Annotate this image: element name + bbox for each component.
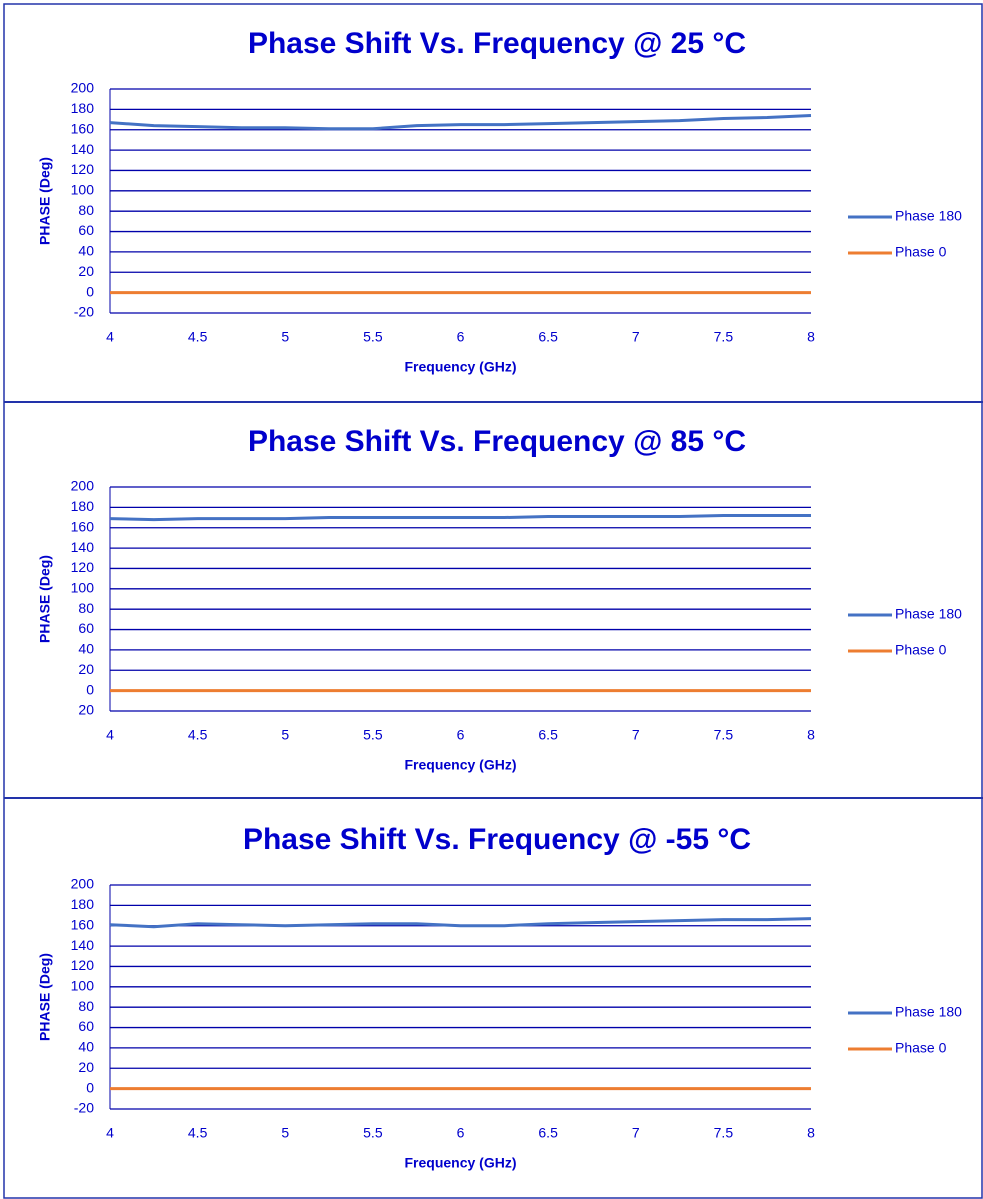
y-tick-label: 60 [78, 620, 94, 636]
x-tick-label: 7 [632, 727, 640, 743]
y-tick-label: -20 [74, 1100, 94, 1116]
series-line [109, 917, 812, 929]
legend-label: Phase 0 [895, 642, 947, 658]
y-tick-label: 160 [71, 120, 95, 136]
y-tick-label: 60 [78, 1018, 94, 1034]
y-tick-label: 140 [71, 539, 95, 555]
x-tick-label: 4 [106, 1125, 114, 1141]
y-axis-title: PHASE (Deg) [37, 555, 53, 643]
x-tick-label: 7 [632, 329, 640, 345]
y-tick-label: 180 [71, 100, 95, 116]
y-tick-label: 20 [78, 1059, 94, 1075]
x-tick-label: 5.5 [363, 727, 383, 743]
y-tick-label: 0 [86, 283, 94, 299]
x-tick-label: 5.5 [363, 329, 383, 345]
x-tick-label: 5 [281, 727, 289, 743]
x-tick-label: 6.5 [538, 329, 558, 345]
x-tick-label: 6 [457, 1125, 465, 1141]
x-tick-label: 6.5 [538, 1125, 558, 1141]
y-tick-label: 0 [86, 681, 94, 697]
frame [3, 3, 983, 1199]
x-tick-label: 8 [807, 1125, 815, 1141]
legend-label: Phase 180 [895, 1004, 962, 1020]
y-tick-label: 80 [78, 600, 94, 616]
y-tick-label: 100 [71, 580, 95, 596]
y-tick-label: 40 [78, 1039, 94, 1055]
x-tick-label: 6 [457, 329, 465, 345]
x-tick-label: 4 [106, 329, 114, 345]
y-tick-label: 20 [78, 661, 94, 677]
x-tick-label: 5.5 [363, 1125, 383, 1141]
y-tick-label: 120 [71, 161, 95, 177]
y-tick-label: 40 [78, 243, 94, 259]
chart-title: Phase Shift Vs. Frequency @ 85 °C [248, 425, 746, 458]
x-tick-label: 8 [807, 329, 815, 345]
x-tick-label: 7.5 [714, 329, 734, 345]
y-tick-label: 180 [71, 896, 95, 912]
x-tick-label: 4.5 [188, 1125, 208, 1141]
y-tick-label: 120 [71, 559, 95, 575]
y-tick-label: 60 [78, 222, 94, 238]
x-tick-label: 7.5 [714, 727, 734, 743]
y-tick-label: 200 [71, 80, 95, 96]
y-tick-label: 80 [78, 202, 94, 218]
y-axis-title: PHASE (Deg) [37, 157, 53, 245]
x-tick-label: 5 [281, 329, 289, 345]
legend-label: Phase 180 [895, 606, 962, 622]
x-tick-label: 7.5 [714, 1125, 734, 1141]
y-tick-label: 160 [71, 518, 95, 534]
y-tick-label: 100 [71, 978, 95, 994]
y-axis-title: PHASE (Deg) [37, 953, 53, 1041]
legend-label: Phase 0 [895, 1040, 947, 1056]
chart-title: Phase Shift Vs. Frequency @ -55 °C [243, 823, 751, 856]
x-tick-label: 8 [807, 727, 815, 743]
chart-title: Phase Shift Vs. Frequency @ 25 °C [248, 27, 746, 60]
y-tick-label: 100 [71, 182, 95, 198]
legend-label: Phase 0 [895, 244, 947, 260]
y-tick-label: 140 [71, 937, 95, 953]
y-tick-label: 80 [78, 998, 94, 1014]
y-tick-label: 20 [78, 702, 94, 718]
x-tick-label: 6.5 [538, 727, 558, 743]
series-line [109, 113, 812, 131]
x-tick-label: 7 [632, 1125, 640, 1141]
y-tick-label: 20 [78, 263, 94, 279]
y-tick-label: 120 [71, 957, 95, 973]
x-axis-title: Frequency (GHz) [404, 359, 516, 375]
legend-label: Phase 180 [895, 208, 962, 224]
y-tick-label: 160 [71, 916, 95, 932]
x-axis-title: Frequency (GHz) [404, 1155, 516, 1171]
x-tick-label: 4 [106, 727, 114, 743]
y-tick-label: 140 [71, 141, 95, 157]
y-tick-label: 40 [78, 641, 94, 657]
x-tick-label: 4.5 [188, 727, 208, 743]
x-tick-label: 4.5 [188, 329, 208, 345]
x-tick-label: 6 [457, 727, 465, 743]
y-tick-label: 200 [71, 478, 95, 494]
x-axis-title: Frequency (GHz) [404, 757, 516, 773]
y-tick-label: 200 [71, 876, 95, 892]
series-line [109, 514, 811, 522]
y-tick-label: 0 [86, 1079, 94, 1095]
y-tick-label: 180 [71, 498, 95, 514]
x-tick-label: 5 [281, 1125, 289, 1141]
y-tick-label: -20 [74, 304, 94, 320]
